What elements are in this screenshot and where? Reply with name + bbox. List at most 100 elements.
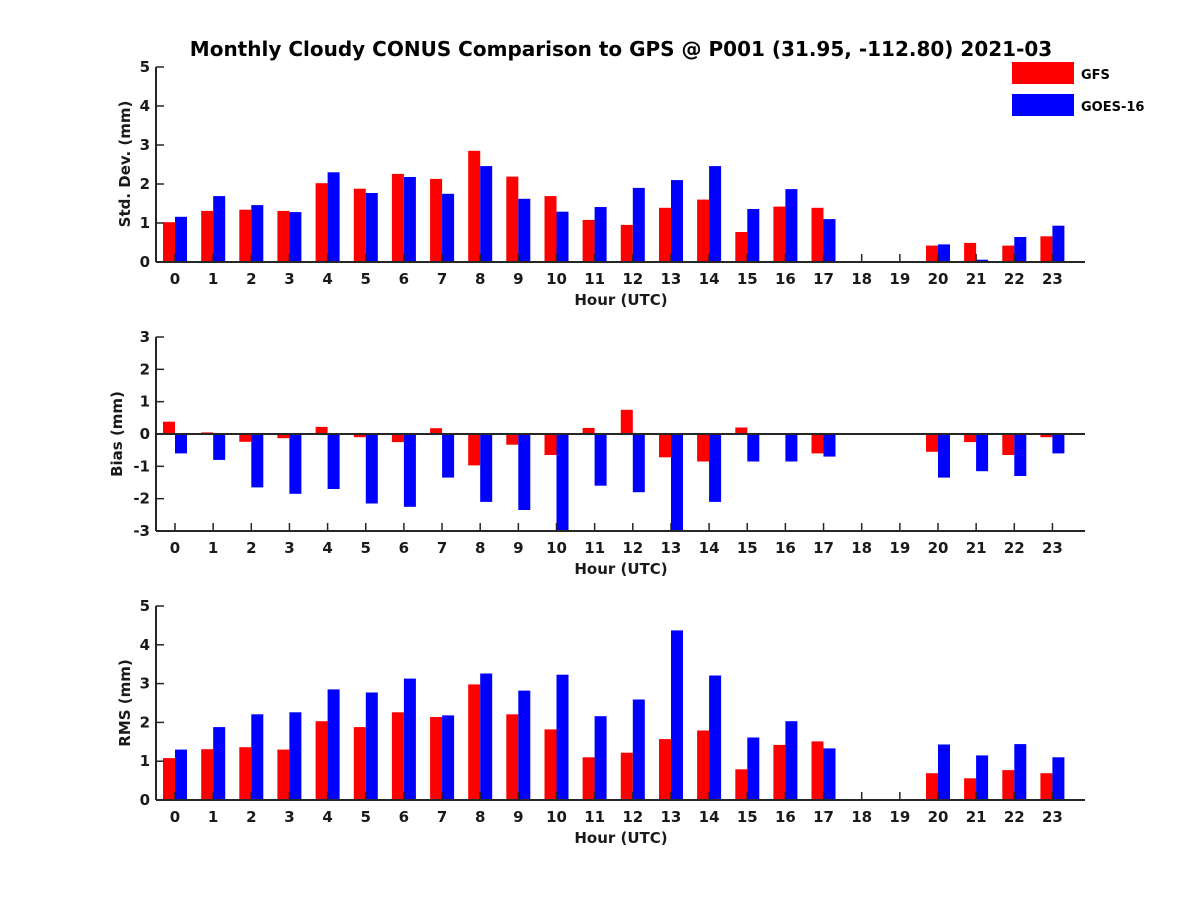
- x-tick-label: 11: [584, 270, 605, 288]
- bar-gfs-hour-12: [620, 409, 633, 435]
- bar-gfs-hour-20: [926, 434, 938, 452]
- bar-gfs-hour-0: [163, 222, 175, 262]
- x-tick-label: 8: [475, 270, 485, 288]
- y-tick-label: 1: [140, 752, 150, 770]
- bar-gfs-hour-14: [697, 730, 710, 800]
- bar-goes16-hour-23: [1052, 225, 1065, 262]
- x-tick-label: 20: [928, 539, 949, 557]
- legend-label-gfs: GFS: [1081, 68, 1110, 83]
- bar-goes16-hour-16: [785, 434, 798, 462]
- x-tick-label: 7: [437, 270, 447, 288]
- x-tick-label: 9: [513, 270, 523, 288]
- bar-gfs-hour-22: [1002, 770, 1015, 800]
- y-axis-label: RMS (mm): [116, 659, 134, 746]
- bar-gfs-hour-6: [391, 173, 404, 262]
- bar-goes16-hour-3: [289, 712, 302, 800]
- bar-gfs-hour-15: [735, 769, 748, 800]
- bar-gfs-hour-5: [353, 727, 366, 800]
- x-tick-label: 21: [966, 539, 987, 557]
- legend-swatch-goes16: [1012, 94, 1074, 116]
- y-axis-label: Bias (mm): [108, 391, 126, 477]
- bar-goes16-hour-9: [518, 434, 531, 510]
- x-tick-label: 17: [813, 539, 834, 557]
- bar-goes16-hour-20: [938, 744, 950, 800]
- x-tick-label: 0: [170, 808, 180, 826]
- bar-goes16-hour-10: [556, 674, 569, 800]
- x-tick-label: 22: [1004, 270, 1025, 288]
- bar-gfs-hour-23: [1040, 434, 1053, 438]
- bar-gfs-hour-0: [163, 421, 175, 434]
- bar-goes16-hour-17: [823, 434, 836, 457]
- bar-gfs-hour-17: [811, 434, 824, 454]
- bar-goes16-hour-11: [594, 207, 607, 262]
- bar-gfs-hour-23: [1040, 773, 1053, 800]
- x-tick-label: 10: [546, 539, 567, 557]
- x-tick-label: 2: [246, 539, 256, 557]
- bar-goes16-hour-0: [175, 749, 187, 800]
- bar-gfs-hour-7: [430, 178, 443, 262]
- y-tick-label: 2: [140, 175, 150, 193]
- x-tick-label: 5: [361, 808, 371, 826]
- bar-goes16-hour-5: [365, 434, 378, 504]
- bar-goes16-hour-2: [251, 434, 264, 488]
- y-tick-label: 0: [140, 425, 150, 443]
- y-tick-label: 0: [140, 791, 150, 809]
- x-tick-label: 9: [513, 539, 523, 557]
- bar-goes16-hour-14: [709, 675, 722, 800]
- x-tick-label: 23: [1042, 270, 1063, 288]
- x-tick-label: 12: [622, 270, 643, 288]
- x-tick-label: 9: [513, 808, 523, 826]
- bar-gfs-hour-12: [620, 752, 633, 800]
- y-tick-label: 4: [140, 97, 150, 115]
- y-tick-label: 1: [140, 214, 150, 232]
- bar-gfs-hour-22: [1002, 245, 1015, 262]
- x-axis-label: Hour (UTC): [574, 560, 667, 578]
- x-tick-label: 6: [399, 808, 409, 826]
- y-axis-label: Std. Dev. (mm): [116, 101, 134, 228]
- x-tick-label: 3: [284, 539, 294, 557]
- bar-gfs-hour-7: [430, 717, 443, 800]
- x-tick-label: 2: [246, 808, 256, 826]
- legend: GFS GOES-16: [1012, 62, 1144, 116]
- y-tick-label: 5: [140, 58, 150, 76]
- bar-gfs-hour-15: [735, 232, 748, 262]
- bar-goes16-hour-10: [556, 211, 569, 262]
- x-tick-label: 21: [966, 808, 987, 826]
- x-tick-label: 6: [399, 539, 409, 557]
- x-tick-label: 17: [813, 270, 834, 288]
- bar-goes16-hour-2: [251, 205, 264, 262]
- x-tick-label: 11: [584, 808, 605, 826]
- x-tick-label: 5: [361, 270, 371, 288]
- bar-gfs-hour-13: [659, 207, 671, 262]
- x-tick-label: 8: [475, 808, 485, 826]
- x-tick-label: 19: [889, 808, 910, 826]
- bar-goes16-hour-16: [785, 721, 798, 800]
- x-tick-label: 23: [1042, 808, 1063, 826]
- bar-gfs-hour-21: [964, 434, 977, 443]
- bar-gfs-hour-9: [506, 176, 519, 262]
- bar-gfs-hour-10: [544, 729, 557, 800]
- bar-gfs-hour-3: [277, 434, 290, 439]
- bar-goes16-hour-5: [365, 692, 378, 800]
- bar-goes16-hour-3: [289, 212, 302, 262]
- bar-goes16-hour-13: [671, 180, 683, 262]
- x-tick-label: 8: [475, 539, 485, 557]
- bar-gfs-hour-2: [239, 747, 252, 800]
- y-tick-label: 2: [140, 713, 150, 731]
- x-tick-label: 15: [737, 808, 758, 826]
- bar-gfs-hour-11: [582, 219, 595, 262]
- bar-goes16-hour-7: [442, 193, 455, 263]
- chart-title: Monthly Cloudy CONUS Comparison to GPS @…: [190, 37, 1052, 61]
- bar-goes16-hour-13: [671, 434, 683, 531]
- x-tick-label: 15: [737, 270, 758, 288]
- bar-goes16-hour-12: [632, 434, 645, 493]
- bar-goes16-hour-21: [976, 755, 989, 800]
- y-tick-label: 5: [140, 597, 150, 615]
- x-axis-label: Hour (UTC): [574, 829, 667, 847]
- bar-goes16-hour-15: [747, 209, 760, 262]
- bar-goes16-hour-9: [518, 198, 531, 262]
- legend-label-goes16: GOES-16: [1081, 100, 1144, 115]
- bar-goes16-hour-1: [213, 196, 226, 262]
